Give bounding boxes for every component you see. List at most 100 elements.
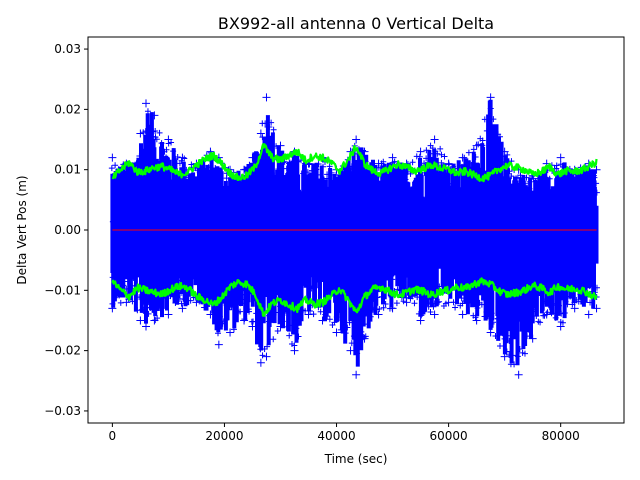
delta-point bbox=[109, 274, 116, 281]
delta-point-extreme bbox=[240, 165, 249, 174]
delta-point bbox=[306, 265, 313, 272]
delta-point bbox=[284, 183, 291, 190]
delta-point bbox=[328, 169, 335, 176]
delta-point bbox=[378, 197, 385, 204]
delta-point bbox=[205, 164, 212, 171]
delta-point bbox=[530, 193, 537, 200]
delta-point bbox=[241, 237, 248, 244]
delta-point bbox=[593, 284, 600, 291]
delta-point bbox=[224, 271, 231, 278]
delta-point bbox=[519, 177, 526, 184]
delta-point bbox=[492, 264, 499, 271]
delta-point bbox=[306, 225, 313, 232]
delta-point bbox=[243, 292, 250, 299]
delta-point bbox=[591, 245, 598, 252]
delta-point bbox=[436, 200, 443, 207]
y-tick-label: −0.03 bbox=[44, 404, 81, 418]
delta-point bbox=[228, 304, 235, 311]
delta-point bbox=[430, 283, 437, 290]
delta-point bbox=[575, 182, 582, 189]
delta-point-extreme bbox=[458, 153, 467, 162]
delta-point bbox=[427, 236, 434, 243]
delta-point-extreme bbox=[214, 340, 223, 349]
delta-point bbox=[398, 274, 405, 281]
delta-point bbox=[320, 245, 327, 252]
delta-point bbox=[239, 291, 246, 298]
y-tick-label: 0.01 bbox=[54, 163, 81, 177]
delta-point bbox=[304, 169, 311, 176]
delta-point bbox=[178, 257, 185, 264]
delta-point bbox=[275, 166, 282, 173]
delta-point bbox=[120, 188, 127, 195]
delta-point bbox=[259, 352, 266, 359]
delta-point bbox=[196, 249, 203, 256]
delta-point bbox=[494, 151, 501, 158]
delta-point bbox=[270, 126, 277, 133]
delta-point bbox=[407, 215, 414, 222]
delta-point bbox=[476, 219, 483, 226]
delta-point bbox=[140, 275, 147, 282]
delta-point bbox=[418, 222, 425, 229]
delta-point bbox=[504, 151, 511, 158]
delta-point bbox=[214, 263, 221, 270]
delta-point bbox=[315, 161, 322, 168]
delta-point bbox=[315, 259, 322, 266]
delta-point bbox=[503, 224, 510, 231]
delta-point bbox=[165, 217, 172, 224]
delta-point bbox=[432, 207, 439, 214]
delta-point bbox=[451, 214, 458, 221]
delta-point bbox=[277, 150, 284, 157]
x-tick-label: 60000 bbox=[430, 429, 468, 443]
delta-point bbox=[257, 292, 264, 299]
delta-point bbox=[138, 209, 145, 216]
delta-point bbox=[380, 223, 387, 230]
delta-point bbox=[122, 269, 129, 276]
delta-point bbox=[203, 252, 210, 259]
delta-point bbox=[203, 175, 210, 182]
delta-point bbox=[391, 158, 398, 165]
delta-point bbox=[147, 304, 154, 311]
delta-point bbox=[358, 328, 365, 335]
delta-point bbox=[383, 217, 390, 224]
delta-point-extreme bbox=[542, 310, 551, 319]
delta-point bbox=[510, 211, 517, 218]
delta-point bbox=[152, 127, 159, 134]
delta-point bbox=[465, 245, 472, 252]
delta-point bbox=[494, 315, 501, 322]
delta-point bbox=[517, 172, 524, 179]
delta-point bbox=[201, 209, 208, 216]
delta-point bbox=[478, 240, 485, 247]
delta-point bbox=[575, 283, 582, 290]
delta-point bbox=[399, 170, 406, 177]
delta-point bbox=[317, 171, 324, 178]
delta-point bbox=[400, 230, 407, 237]
delta-point bbox=[423, 147, 430, 154]
delta-point bbox=[434, 221, 441, 228]
delta-point bbox=[557, 208, 564, 215]
delta-point bbox=[490, 116, 497, 123]
delta-point bbox=[293, 325, 300, 332]
delta-point bbox=[410, 186, 417, 193]
delta-point bbox=[181, 296, 188, 303]
delta-point bbox=[243, 301, 250, 308]
delta-point bbox=[521, 309, 528, 316]
delta-point bbox=[317, 308, 324, 315]
delta-point bbox=[386, 171, 393, 178]
delta-point bbox=[524, 333, 531, 340]
delta-point bbox=[255, 328, 262, 335]
delta-point bbox=[468, 180, 475, 187]
delta-point bbox=[201, 270, 208, 277]
delta-point bbox=[486, 216, 493, 223]
delta-point bbox=[185, 289, 192, 296]
delta-point bbox=[252, 195, 259, 202]
delta-point bbox=[248, 215, 255, 222]
delta-point bbox=[378, 293, 385, 300]
x-tick-label: 20000 bbox=[205, 429, 243, 443]
y-tick-label: −0.02 bbox=[44, 344, 81, 358]
delta-point bbox=[429, 145, 436, 152]
delta-point bbox=[437, 145, 444, 152]
delta-point bbox=[501, 335, 508, 342]
delta-point bbox=[403, 179, 410, 186]
delta-point-extreme bbox=[150, 316, 159, 325]
delta-point bbox=[277, 256, 284, 263]
